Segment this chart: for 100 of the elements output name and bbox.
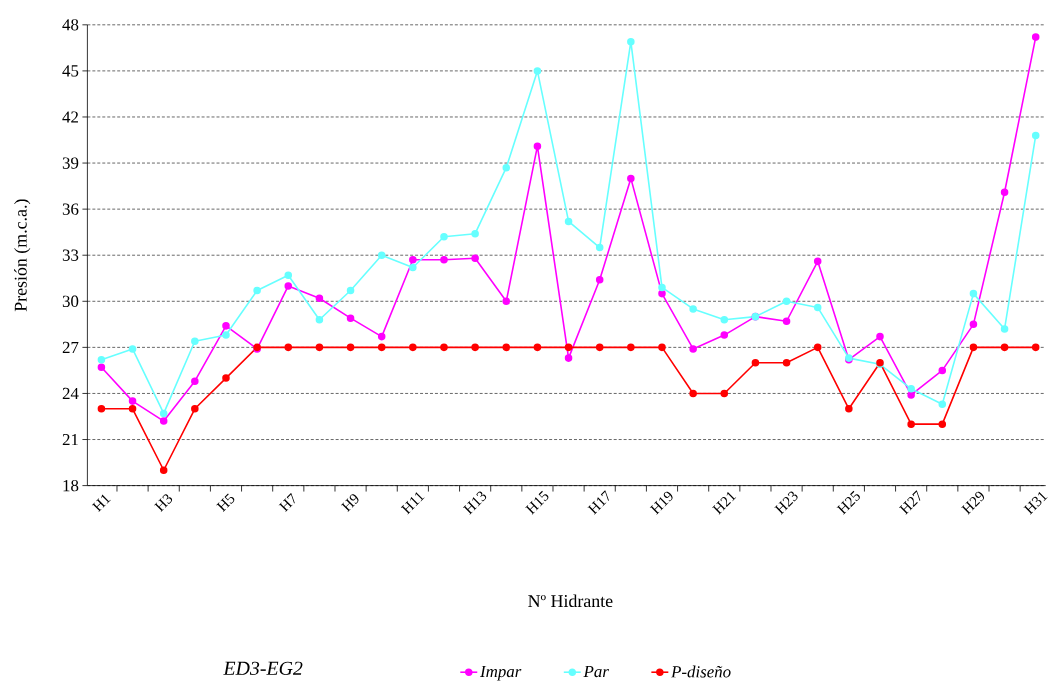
point [564,217,573,226]
point [938,400,947,408]
point [222,331,230,339]
y-tick-label: 36 [62,203,79,215]
point [128,404,137,413]
point [907,391,915,399]
x-tick-label: H17 [587,490,609,515]
point [813,257,822,266]
y-tick-label: 24 [62,387,79,399]
point [595,275,604,284]
x-tick-label: H21 [712,491,737,515]
x-tick-label: H1 [91,494,111,512]
point [191,377,199,385]
point [564,354,573,362]
point [689,345,697,353]
point [658,289,666,298]
point [440,343,448,352]
point [284,343,293,352]
point [502,297,511,305]
y-tick-label: 48 [62,19,79,31]
point [502,343,511,352]
point [627,37,635,46]
point [159,417,168,425]
point [253,286,261,295]
y-tick-label: 33 [62,249,79,261]
point [409,343,417,352]
point [440,232,448,241]
x-tick-label: H27 [898,490,921,515]
point [720,315,729,324]
y-axis-title: Presión (m.c.a.) [14,199,31,312]
y-tick-label: 27 [62,341,79,353]
point [159,466,168,474]
x-tick-label: H5 [216,493,235,512]
x-tick-label: H23 [774,491,798,515]
point [813,343,822,352]
legend-label: P-diseño [671,665,731,678]
legend-label: Impar [479,665,522,681]
x-tick-label: H29 [961,491,984,515]
point [409,255,417,264]
point [471,229,479,238]
point [284,282,293,290]
point [845,404,853,413]
point [377,332,386,341]
point [191,404,199,413]
point [315,343,324,352]
y-tick-label: 39 [62,157,79,169]
point [689,389,697,398]
x-tick-label: H7 [278,492,295,512]
x-tick-label: H25 [836,490,860,515]
point [222,321,230,330]
y-tick-label: 18 [63,479,79,492]
point [658,343,666,352]
x-tick-label: H31 [1023,491,1048,515]
point [876,332,884,341]
point [284,271,293,279]
point [97,404,106,413]
point [907,384,915,393]
point [346,314,355,322]
point [969,343,978,352]
point [782,317,791,325]
point [409,263,417,272]
point [128,345,137,353]
point [969,320,978,329]
point [471,254,479,262]
point [440,255,448,264]
y-tick-label: 42 [62,111,78,123]
y-tick-label: 30 [62,295,79,307]
x-tick-label: H9 [340,494,359,512]
point [191,337,199,345]
point [346,286,355,295]
point [1031,131,1040,140]
x-tick-label: H15 [525,490,549,515]
point [377,251,386,259]
x-tick-label: H3 [154,494,173,512]
legend-label: Par [583,665,609,678]
point [222,374,230,382]
point [159,409,168,418]
point [346,343,355,352]
point [627,174,635,183]
point [595,243,604,252]
point [782,297,791,305]
point [97,363,106,372]
y-tick-label: 21 [62,433,78,446]
point [751,358,760,367]
x-axis-title: Nº Hidrante [528,594,613,607]
point [533,343,542,352]
point [627,343,635,352]
x-tick-label: H13 [462,491,487,515]
point [564,343,573,352]
point [1000,188,1009,196]
y-tick-label: 45 [62,65,79,77]
point [502,163,511,172]
point [377,343,386,352]
point [595,343,604,352]
point [97,355,106,364]
point [720,389,729,398]
point [938,366,947,375]
point [658,283,666,292]
point [1000,343,1009,352]
point [1031,33,1040,41]
